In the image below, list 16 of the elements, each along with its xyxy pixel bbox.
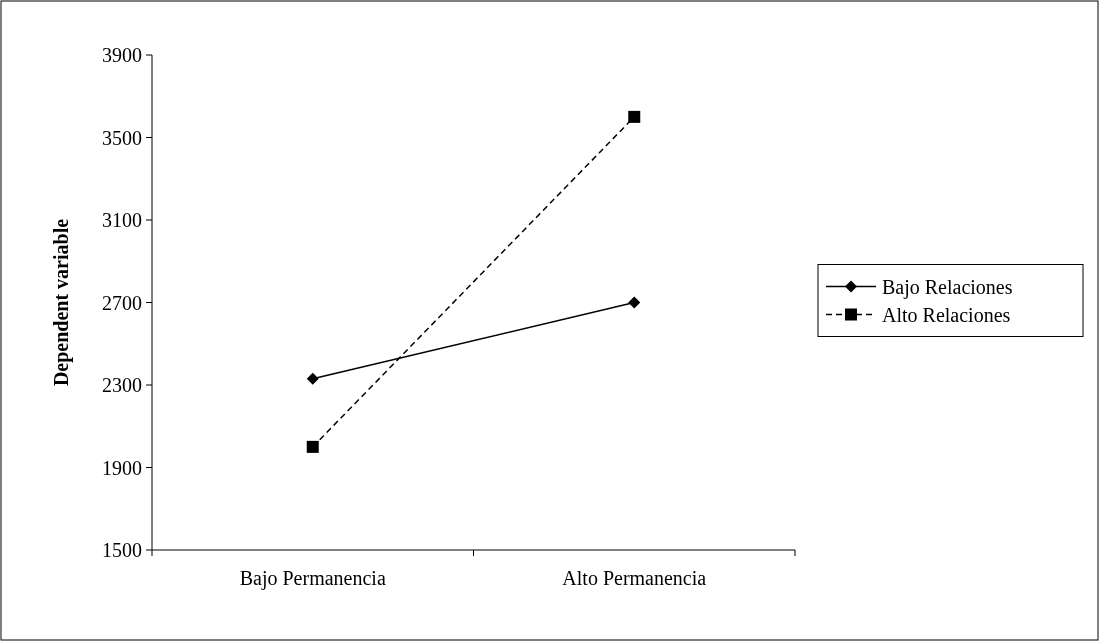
y-tick-label: 3500: [102, 126, 142, 149]
point: [306, 372, 319, 385]
point: [628, 296, 641, 309]
x-tick-label: Alto Permanencia: [562, 567, 707, 589]
y-tick-label: 3900: [102, 44, 142, 66]
y-axis-title: Dependent variable: [50, 218, 73, 387]
legend-label: Alto Relaciones: [882, 303, 1011, 326]
y-tick-label: 1500: [102, 539, 142, 561]
x-tick-label: Bajo Permanencia: [239, 567, 386, 590]
y-tick-label: 1900: [102, 456, 142, 479]
y-tick-label: 3100: [102, 209, 142, 231]
point: [306, 440, 319, 453]
y-tick-label: 2700: [102, 291, 142, 314]
point: [628, 110, 641, 123]
y-tick-label: 2300: [102, 374, 142, 396]
legend-label: Bajo Relaciones: [882, 275, 1013, 299]
